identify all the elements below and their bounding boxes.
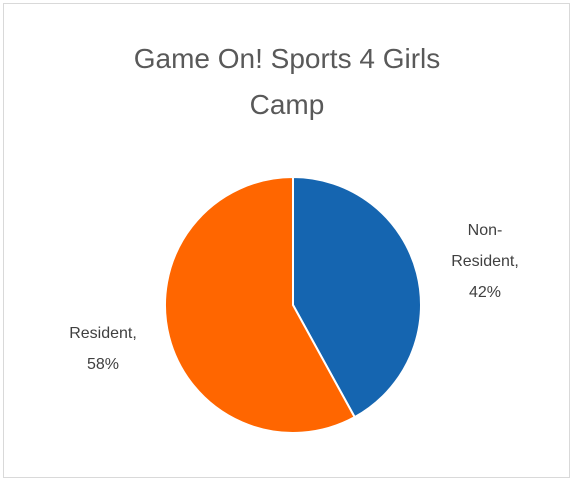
pie-slice	[292, 175, 422, 419]
pie-slice	[164, 175, 357, 434]
chart-title: Game On! Sports 4 Girls Camp	[133, 43, 441, 120]
data-label: Non-Resident, 42%	[451, 222, 519, 301]
data-label: Resident, 58%	[69, 325, 137, 373]
chart-border	[3, 3, 570, 478]
